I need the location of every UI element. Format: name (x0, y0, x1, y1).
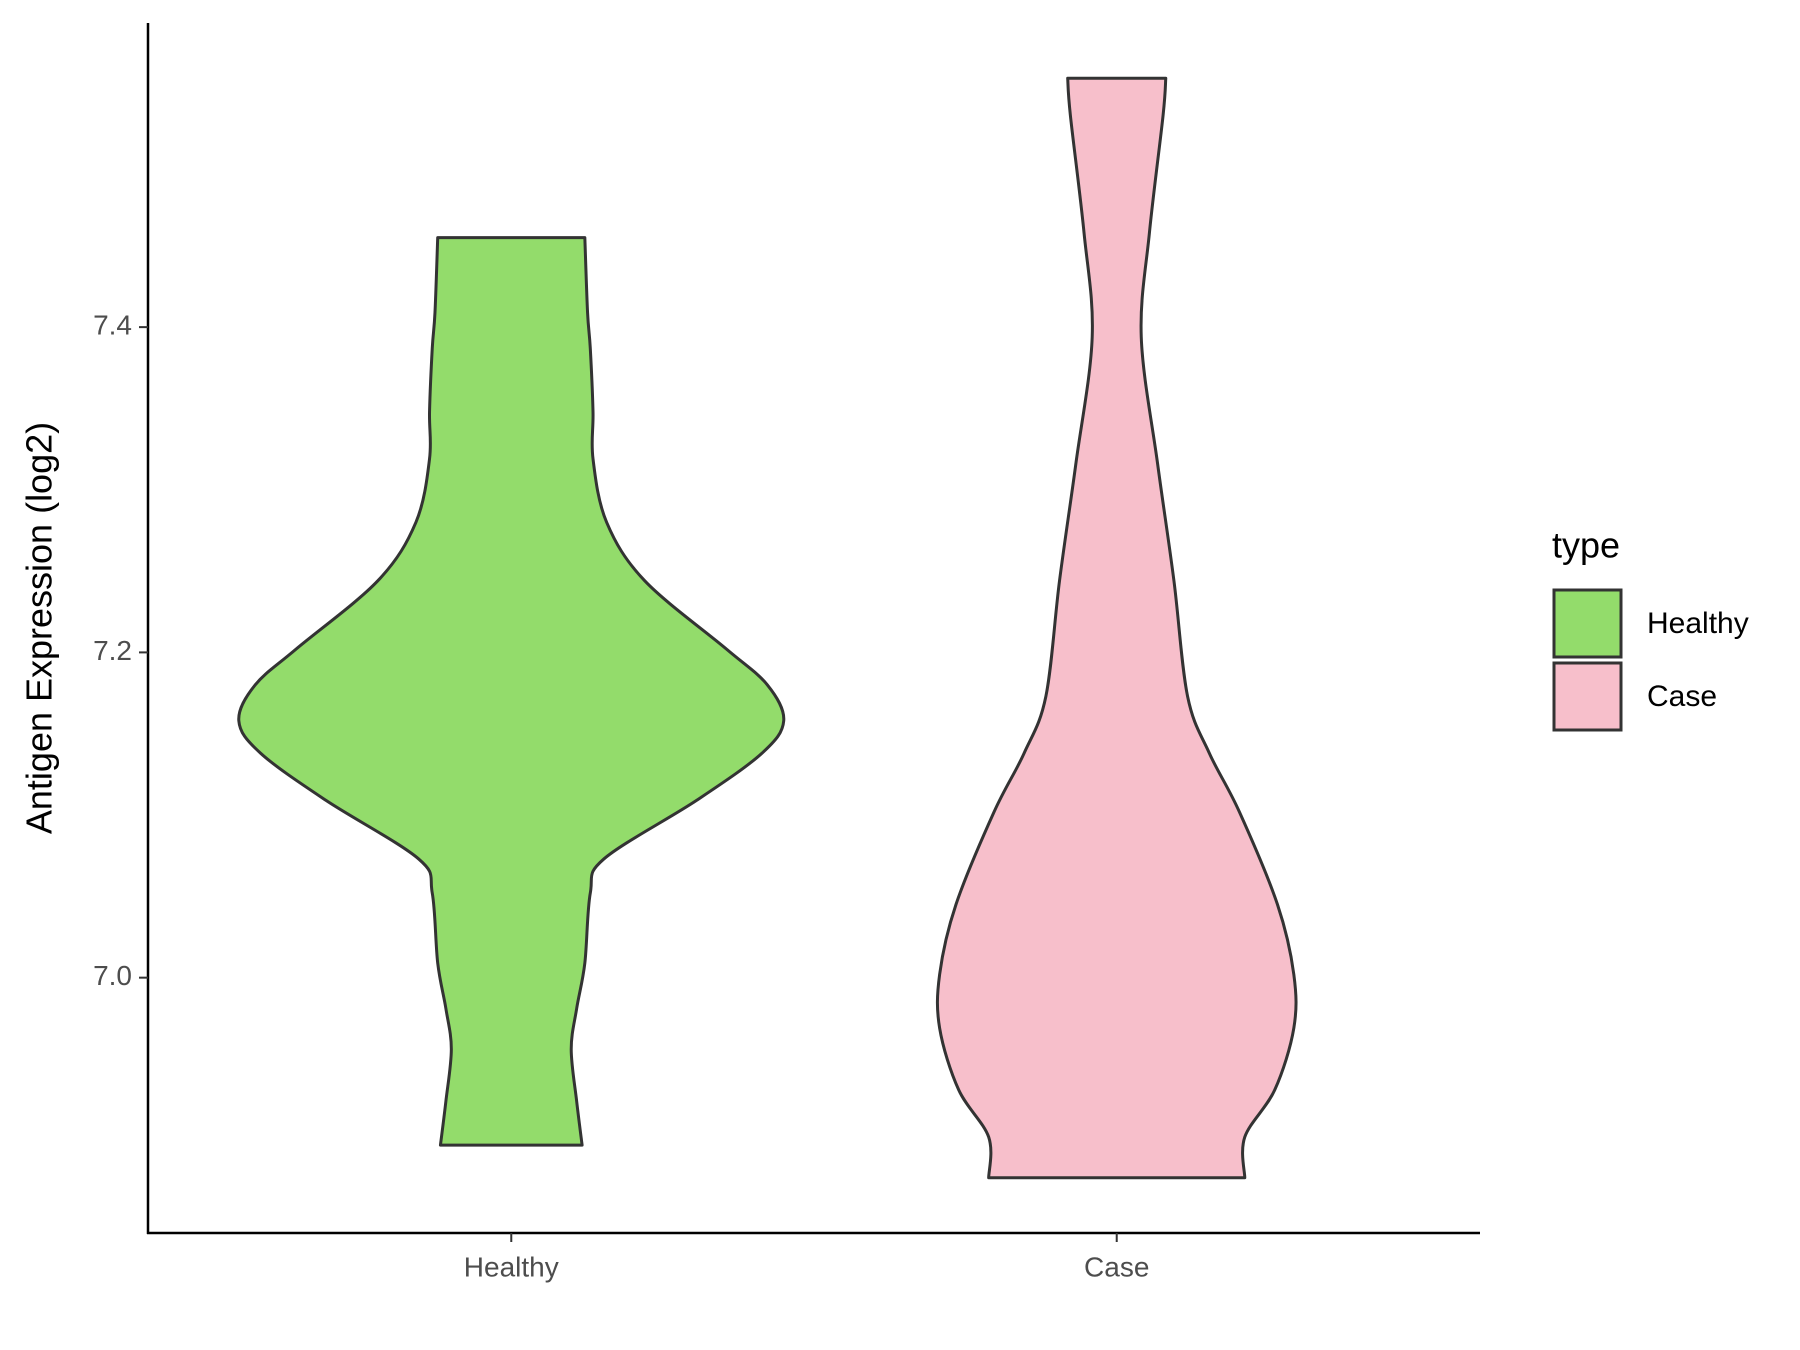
y-tick-label: 7.4 (93, 310, 132, 341)
x-tick-label: Case (1084, 1251, 1149, 1282)
legend-key (1552, 661, 1623, 732)
y-tick-label: 7.2 (93, 635, 132, 666)
legend-title: type (1552, 525, 1620, 566)
legend-key (1552, 588, 1623, 659)
violin (237, 236, 786, 1147)
violin (935, 76, 1298, 1180)
legend-label: Healthy (1647, 607, 1749, 640)
legend-label: Case (1647, 680, 1717, 713)
y-tick-label: 7.0 (93, 960, 132, 991)
y-axis-title: Antigen Expression (log2) (19, 422, 60, 834)
x-tick-label: Healthy (464, 1251, 559, 1282)
